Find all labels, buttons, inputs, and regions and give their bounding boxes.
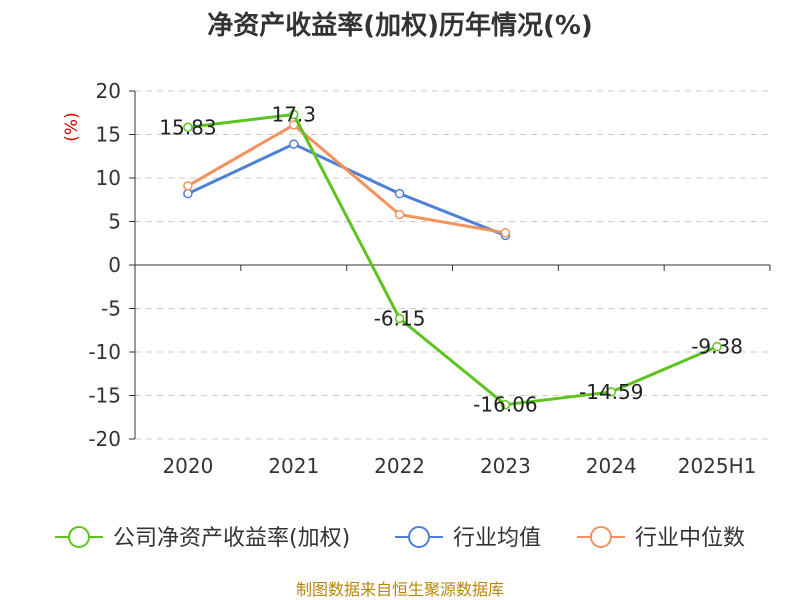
- y-tick-label: 5: [108, 210, 121, 234]
- x-tick-label: 2025H1: [678, 454, 757, 478]
- data-point: [394, 313, 405, 324]
- data-point: [183, 181, 193, 191]
- y-tick-label: -20: [88, 427, 121, 451]
- data-point: [183, 122, 193, 133]
- y-tick-labels: 20 15 10 5 0 -5 -10 -15 -20: [88, 79, 121, 451]
- legend-marker: [68, 526, 90, 548]
- data-point: [500, 399, 511, 410]
- source-note: 制图数据来自恒生聚源数据库: [296, 580, 504, 599]
- chart-title: 净资产收益率(加权)历年情况(%): [207, 10, 593, 41]
- data-label: -16.06: [473, 393, 537, 417]
- x-tick-label: 2020: [162, 454, 213, 478]
- y-tick-label: 0: [108, 253, 121, 277]
- y-axis-label: (%): [62, 112, 82, 141]
- x-tick-label: 2022: [374, 454, 425, 478]
- y-tick-label: 15: [96, 123, 121, 147]
- data-label: 17.3: [271, 102, 316, 126]
- y-tick-label: -5: [101, 297, 121, 321]
- legend-label: 公司净资产收益率(加权): [113, 526, 350, 551]
- x-tick-label: 2023: [480, 454, 531, 478]
- legend-marker: [590, 526, 612, 548]
- legend: 公司净资产收益率(加权) 行业均值 行业中位数: [55, 526, 745, 551]
- data-point: [289, 139, 299, 149]
- legend-marker: [408, 526, 430, 548]
- data-labels: 15.83 17.3 -6.15 -16.06 -14.59 -9.38: [159, 102, 743, 416]
- data-point: [183, 188, 193, 199]
- legend-label: 行业中位数: [635, 526, 745, 551]
- data-point: [500, 228, 511, 238]
- series-line: [187, 112, 718, 407]
- axes: [129, 90, 771, 440]
- data-point: [289, 109, 299, 120]
- data-point: [394, 209, 405, 220]
- data-point: [712, 341, 722, 352]
- data-label: -9.38: [691, 335, 743, 359]
- data-label: -14.59: [579, 380, 643, 404]
- legend-label: 行业均值: [453, 526, 541, 551]
- x-tick-label: 2024: [586, 454, 637, 478]
- grid-lines: [135, 90, 770, 440]
- data-label: 15.83: [159, 115, 216, 139]
- y-tick-label: 10: [96, 166, 121, 190]
- x-tick-label: 2021: [268, 454, 319, 478]
- data-point: [394, 188, 405, 199]
- y-tick-label: 20: [96, 79, 121, 103]
- y-tick-label: -15: [88, 384, 121, 408]
- data-point: [606, 387, 616, 397]
- x-tick-labels: 2020 2021 2022 2023 2024 2025H1: [162, 454, 756, 478]
- series-line: [187, 123, 506, 235]
- data-label: -6.15: [374, 307, 426, 331]
- series-group: [183, 109, 722, 410]
- y-tick-label: -10: [88, 340, 121, 364]
